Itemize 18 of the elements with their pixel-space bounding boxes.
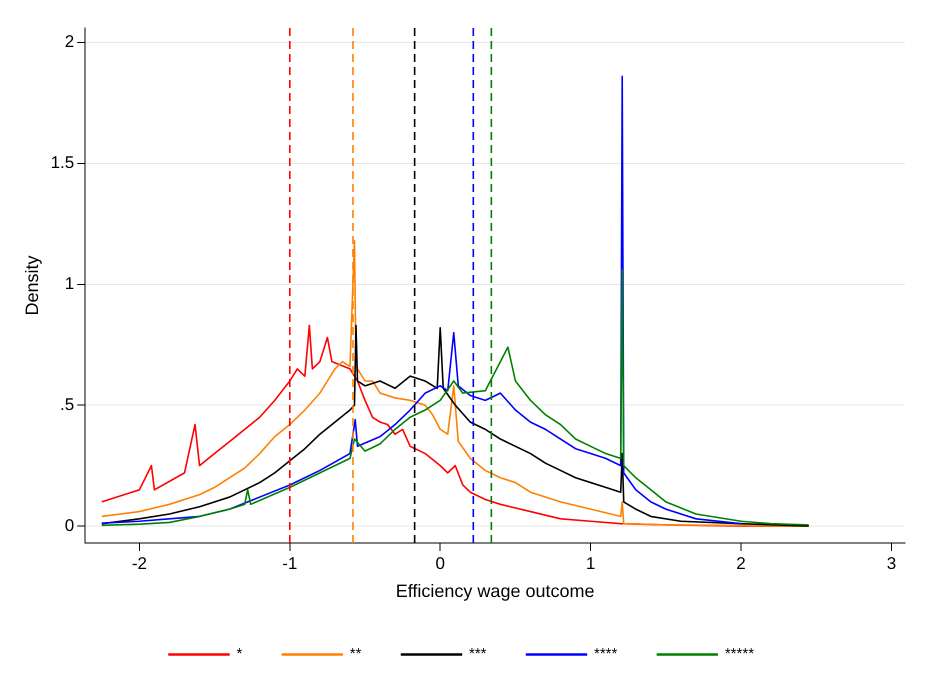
x-tick-label: -2: [132, 554, 147, 573]
legend-label: *: [236, 646, 242, 663]
legend-label: **: [350, 646, 362, 663]
x-tick-label: 3: [886, 554, 896, 573]
legend-label: ***: [468, 646, 487, 663]
y-tick-label: .5: [60, 394, 74, 414]
x-tick-label: -1: [282, 554, 298, 573]
x-axis-title: Efficiency wage outcome: [396, 581, 595, 602]
legend-label: ****: [594, 646, 618, 663]
x-tick-label: 0: [435, 554, 445, 573]
y-tick-label: 0: [64, 516, 74, 535]
x-tick-label: 1: [586, 554, 596, 573]
y-tick-label: 1: [64, 274, 74, 293]
y-axis-title: Density: [22, 255, 42, 316]
legend-label: *****: [724, 646, 754, 663]
y-tick-label: 2: [64, 32, 74, 52]
y-tick-label: 1.5: [50, 153, 74, 172]
x-tick-label: 2: [736, 554, 746, 573]
